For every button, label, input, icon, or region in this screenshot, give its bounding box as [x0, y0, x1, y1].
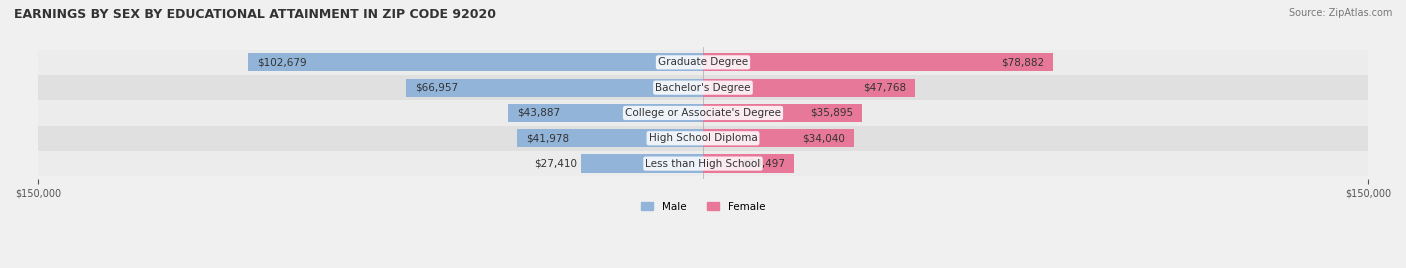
- Text: College or Associate's Degree: College or Associate's Degree: [626, 108, 780, 118]
- Text: Bachelor's Degree: Bachelor's Degree: [655, 83, 751, 93]
- Bar: [582, 154, 703, 173]
- Text: $34,040: $34,040: [803, 133, 845, 143]
- Bar: [703, 154, 794, 173]
- Bar: [703, 129, 853, 147]
- Bar: [703, 104, 862, 122]
- Text: $41,978: $41,978: [526, 133, 569, 143]
- Text: Graduate Degree: Graduate Degree: [658, 57, 748, 67]
- Text: $78,882: $78,882: [1001, 57, 1043, 67]
- Bar: [38, 100, 1368, 126]
- Text: Less than High School: Less than High School: [645, 159, 761, 169]
- Text: $35,895: $35,895: [810, 108, 853, 118]
- Bar: [38, 126, 1368, 151]
- Text: High School Diploma: High School Diploma: [648, 133, 758, 143]
- Bar: [38, 151, 1368, 176]
- Bar: [247, 53, 703, 72]
- Bar: [517, 129, 703, 147]
- Text: $43,887: $43,887: [517, 108, 561, 118]
- Bar: [38, 50, 1368, 75]
- Text: EARNINGS BY SEX BY EDUCATIONAL ATTAINMENT IN ZIP CODE 92020: EARNINGS BY SEX BY EDUCATIONAL ATTAINMEN…: [14, 8, 496, 21]
- Text: $27,410: $27,410: [534, 159, 576, 169]
- Text: $102,679: $102,679: [257, 57, 307, 67]
- Legend: Male, Female: Male, Female: [637, 197, 769, 216]
- Text: $66,957: $66,957: [415, 83, 458, 93]
- Bar: [703, 53, 1053, 72]
- Text: $47,768: $47,768: [863, 83, 905, 93]
- Text: Source: ZipAtlas.com: Source: ZipAtlas.com: [1288, 8, 1392, 18]
- Bar: [38, 75, 1368, 100]
- Bar: [703, 79, 915, 97]
- Bar: [406, 79, 703, 97]
- Bar: [509, 104, 703, 122]
- Text: $20,497: $20,497: [742, 159, 785, 169]
